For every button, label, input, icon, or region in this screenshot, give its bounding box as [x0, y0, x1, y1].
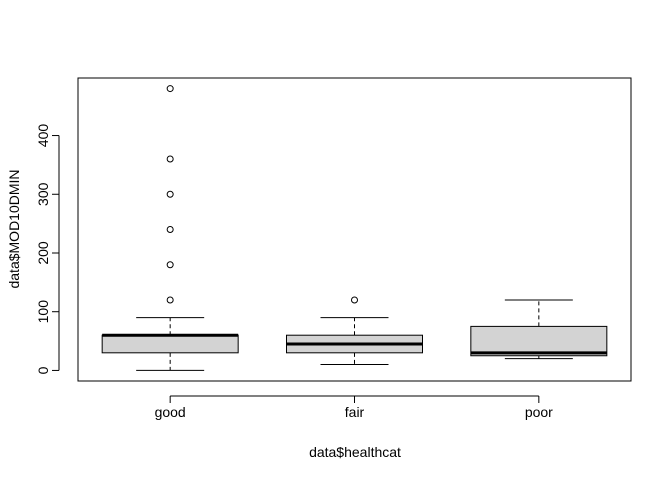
- y-tick-label: 0: [35, 366, 51, 374]
- x-tick-label: good: [155, 404, 186, 420]
- y-axis-label: data$MOD10DMIN: [6, 169, 22, 288]
- y-axis: 0 100 200 300 400: [35, 124, 60, 374]
- outlier-point: [166, 155, 174, 163]
- outlier-point: [166, 261, 174, 269]
- outlier-point: [166, 226, 174, 233]
- y-tick-label: 400: [35, 124, 51, 148]
- boxes-layer: [101, 85, 608, 371]
- x-axis-label: data$healthcat: [309, 444, 401, 460]
- box-poor: [470, 299, 608, 360]
- box-good: [101, 85, 239, 371]
- x-tick-label: poor: [525, 404, 553, 420]
- x-tick-label: fair: [345, 404, 365, 420]
- outlier-point: [166, 190, 174, 198]
- x-axis: good fair poor: [155, 395, 553, 420]
- box-iqr: [470, 325, 608, 357]
- plot-frame: [77, 77, 632, 382]
- outlier-point: [166, 85, 174, 93]
- box-iqr: [101, 334, 239, 354]
- outlier-point: [166, 296, 174, 304]
- y-tick-label: 100: [35, 300, 51, 324]
- y-tick-label: 300: [35, 182, 51, 206]
- box-fair: [286, 296, 423, 366]
- outlier-point: [351, 296, 358, 304]
- y-tick-label: 200: [35, 241, 51, 265]
